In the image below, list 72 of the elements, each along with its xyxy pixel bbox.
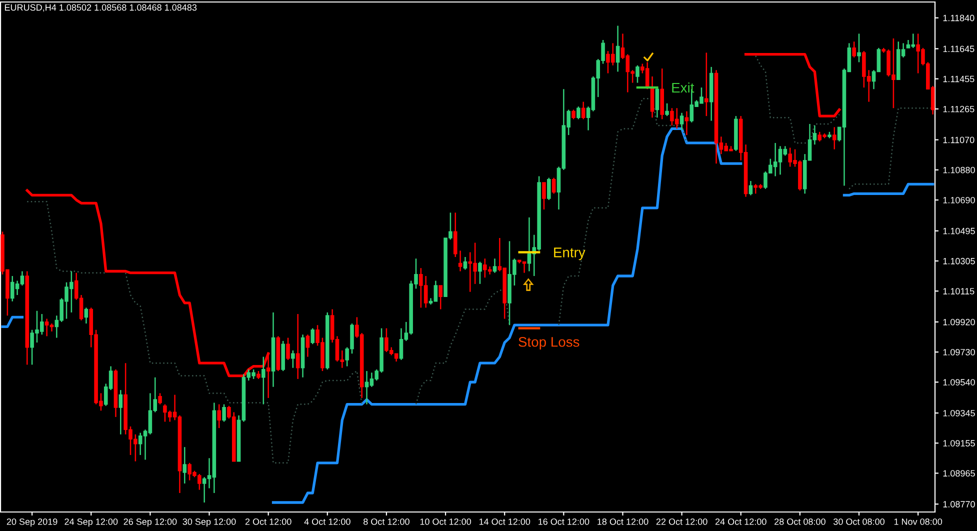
x-tick-label: 4 Oct 12:00 <box>304 518 350 525</box>
candlestick <box>262 356 266 405</box>
series-label: Exit <box>672 82 694 93</box>
candlestick <box>158 392 162 405</box>
candlestick <box>704 52 708 117</box>
y-tick-label: 1.10115 <box>943 288 974 294</box>
x-tick-label: 24 Sep 12:00 <box>64 518 118 527</box>
candlestick <box>665 102 669 117</box>
y-tick-label: 1.11645 <box>943 46 974 52</box>
candlestick <box>453 212 458 258</box>
candlestick <box>655 86 660 118</box>
candlestick <box>832 126 836 150</box>
y-tick-label: 1.10305 <box>943 258 975 264</box>
x-tick-label: 30 Oct 08:00 <box>834 518 884 525</box>
x-tick-label: 24 Oct 12:00 <box>715 518 766 525</box>
candlestick <box>616 25 620 72</box>
y-tick-label: 1.09540 <box>943 379 975 386</box>
x-tick-label: 30 Sep 12:00 <box>182 518 236 527</box>
candlestick <box>182 446 187 484</box>
candlestick <box>438 284 442 310</box>
candlestick <box>552 177 556 194</box>
x-tick-label: 1 Nov 08:00 <box>894 518 942 525</box>
x-tick-label: 10 Oct 12:00 <box>420 518 472 525</box>
series-label: Entry <box>554 248 586 260</box>
candlestick <box>636 64 640 84</box>
candlestick <box>852 40 856 58</box>
x-tick-label: 14 Oct 12:00 <box>479 518 530 525</box>
candlestick <box>492 258 497 274</box>
candlestick <box>286 337 290 361</box>
chart-title: EURUSD,H4 1.08502 1.08568 1.08468 1.08483 <box>4 4 197 12</box>
y-tick-label: 1.11265 <box>943 106 974 112</box>
candlestick <box>857 33 861 63</box>
candlestick <box>581 101 586 120</box>
x-tick-label: 22 Oct 12:00 <box>656 518 708 525</box>
candlestick <box>478 261 482 285</box>
x-tick-label: 2 Oct 12:00 <box>245 518 292 525</box>
candlestick <box>217 404 221 429</box>
candlestick <box>576 106 580 120</box>
x-tick-label: 26 Sep 12:00 <box>124 518 177 527</box>
candlestick <box>748 180 753 196</box>
series-label: Stop Loss <box>518 336 580 350</box>
candlestick <box>572 109 576 120</box>
candlestick <box>291 350 295 368</box>
candlestick <box>542 182 546 210</box>
y-tick-label: 1.11455 <box>943 76 974 82</box>
y-tick-label: 1.10690 <box>943 196 975 204</box>
candlestick <box>118 389 123 436</box>
candlestick <box>684 110 689 136</box>
x-tick-label: 18 Oct 12:00 <box>598 518 648 525</box>
candlestick <box>458 250 462 272</box>
x-tick-label: 8 Oct 12:00 <box>364 518 410 525</box>
x-tick-label: 20 Sep 2019 <box>6 518 58 527</box>
y-tick-label: 1.11070 <box>943 136 974 144</box>
y-tick-label: 1.09155 <box>943 440 975 446</box>
candlestick <box>222 404 226 422</box>
y-tick-label: 1.09345 <box>943 410 975 416</box>
x-tick-label: 28 Oct 08:00 <box>774 518 826 525</box>
candlestick <box>84 307 88 324</box>
y-tick-label: 1.08770 <box>943 501 975 508</box>
candlestick <box>547 177 551 201</box>
candlestick <box>310 328 315 345</box>
y-tick-label: 1.09730 <box>943 349 975 356</box>
candlestick <box>680 112 684 131</box>
candlestick <box>463 256 468 270</box>
candlestick <box>306 334 310 358</box>
candlestick <box>296 313 300 380</box>
y-tick-label: 1.08965 <box>943 470 975 477</box>
y-tick-label: 1.11840 <box>943 14 974 22</box>
y-tick-label: 1.10495 <box>943 228 975 234</box>
x-tick-label: 16 Oct 12:00 <box>538 518 590 525</box>
y-tick-label: 1.09920 <box>943 318 975 326</box>
y-tick-label: 1.10880 <box>943 166 975 174</box>
